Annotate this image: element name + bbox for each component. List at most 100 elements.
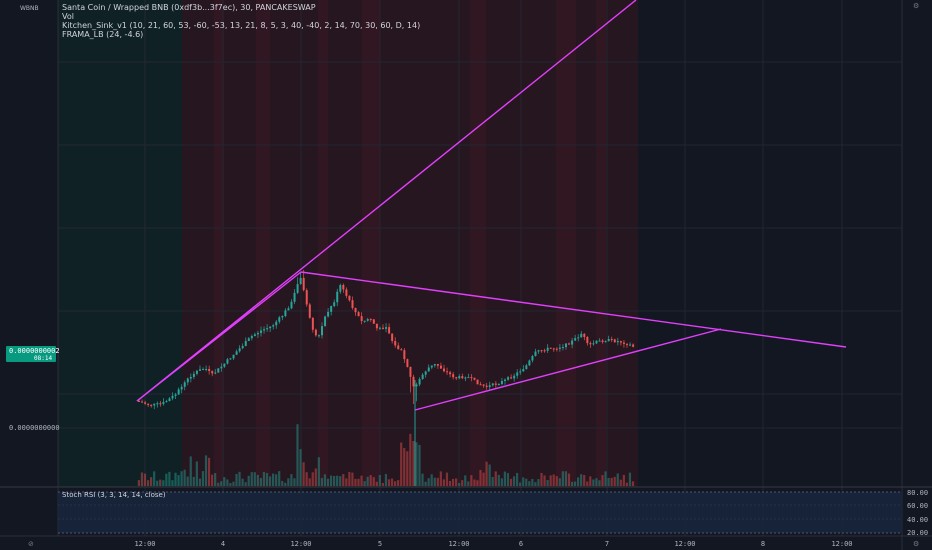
candle-body[interactable]	[195, 370, 198, 374]
candle-body[interactable]	[253, 334, 256, 336]
candle-body[interactable]	[351, 300, 354, 308]
candle-body[interactable]	[327, 311, 330, 317]
candle-body[interactable]	[162, 402, 165, 404]
candle-body[interactable]	[403, 350, 406, 360]
candle-body[interactable]	[552, 348, 555, 350]
candle-body[interactable]	[568, 343, 571, 345]
candle-body[interactable]	[296, 284, 299, 293]
candle-body[interactable]	[354, 307, 357, 313]
candle-body[interactable]	[479, 384, 482, 386]
candle-body[interactable]	[555, 348, 558, 350]
candle-body[interactable]	[211, 371, 214, 374]
candle-body[interactable]	[278, 317, 281, 322]
candle-body[interactable]	[168, 398, 171, 402]
candle-body[interactable]	[272, 325, 275, 327]
candle-body[interactable]	[223, 363, 226, 367]
candle-body[interactable]	[317, 335, 320, 337]
candle-body[interactable]	[543, 350, 546, 352]
candle-body[interactable]	[372, 319, 375, 324]
time-axis[interactable]: 12:00 4 12:00 5 12:00 6 7 12:00 8 12:00	[134, 540, 852, 548]
candle-body[interactable]	[565, 343, 567, 348]
stoch-rsi-pane[interactable]: Stoch RSI (3, 3, 14, 14, close) 80.00 60…	[58, 489, 928, 537]
legend-title[interactable]: Santa Coin / Wrapped BNB (0xdf3b...3f7ec…	[62, 3, 316, 12]
trendline-descending-resistance[interactable]	[300, 271, 847, 348]
candle-body[interactable]	[458, 376, 461, 379]
candle-body[interactable]	[244, 340, 247, 346]
candle-body[interactable]	[607, 339, 610, 342]
candle-body[interactable]	[311, 317, 314, 330]
candle-body[interactable]	[488, 385, 491, 387]
candle-body[interactable]	[336, 291, 339, 303]
candle-body[interactable]	[491, 383, 494, 386]
candle-body[interactable]	[455, 377, 458, 379]
candle-body[interactable]	[357, 312, 360, 317]
axis-settings-icon[interactable]: ⚙	[913, 540, 919, 548]
candle-body[interactable]	[482, 384, 485, 386]
candle-body[interactable]	[595, 340, 598, 344]
candle-body[interactable]	[269, 326, 272, 329]
candle-body[interactable]	[421, 374, 424, 380]
candle-body[interactable]	[580, 333, 583, 338]
candle-body[interactable]	[598, 340, 601, 342]
candle-body[interactable]	[260, 330, 262, 333]
candle-body[interactable]	[415, 384, 418, 387]
candle-body[interactable]	[467, 377, 470, 379]
candle-body[interactable]	[534, 351, 537, 356]
legend-indicator-frama[interactable]: FRAMA_LB (24, -4.6)	[62, 30, 143, 39]
candle-body[interactable]	[558, 347, 561, 349]
candle-body[interactable]	[214, 372, 217, 374]
legend-indicator-kitchen-sink[interactable]: Kitchen_Sink_v1 (10, 21, 60, 53, -60, -5…	[62, 21, 420, 30]
candle-body[interactable]	[418, 379, 421, 385]
candle-body[interactable]	[436, 364, 439, 366]
candle-body[interactable]	[266, 328, 269, 330]
candle-body[interactable]	[430, 365, 433, 368]
candle-body[interactable]	[171, 395, 174, 399]
candle-body[interactable]	[577, 337, 580, 339]
candle-body[interactable]	[397, 345, 400, 350]
candle-body[interactable]	[531, 355, 534, 361]
candle-body[interactable]	[626, 343, 628, 345]
candle-body[interactable]	[629, 344, 632, 346]
candle-body[interactable]	[314, 329, 317, 336]
candle-body[interactable]	[229, 358, 232, 360]
candle-body[interactable]	[208, 368, 211, 372]
candle-body[interactable]	[302, 277, 305, 291]
candle-body[interactable]	[321, 326, 323, 336]
candle-body[interactable]	[205, 368, 208, 370]
candle-body[interactable]	[202, 369, 205, 371]
candle-body[interactable]	[424, 371, 427, 375]
candle-body[interactable]	[613, 339, 616, 343]
candle-body[interactable]	[540, 350, 543, 352]
candle-body[interactable]	[238, 348, 241, 352]
candle-body[interactable]	[263, 329, 266, 331]
candle-body[interactable]	[622, 342, 625, 344]
candle-body[interactable]	[153, 403, 156, 406]
candle-body[interactable]	[226, 359, 229, 364]
candle-body[interactable]	[180, 386, 183, 390]
candle-body[interactable]	[183, 382, 186, 387]
candle-body[interactable]	[409, 366, 412, 377]
candle-body[interactable]	[443, 368, 445, 372]
candle-body[interactable]	[427, 367, 430, 372]
candle-body[interactable]	[366, 319, 369, 321]
candle-body[interactable]	[388, 327, 391, 334]
candle-body[interactable]	[382, 327, 384, 329]
candle-body[interactable]	[177, 389, 180, 395]
candle-body[interactable]	[324, 316, 327, 327]
candle-body[interactable]	[232, 354, 235, 359]
candle-body[interactable]	[189, 376, 192, 379]
stoch-rsi-label[interactable]: Stoch RSI (3, 3, 14, 14, close)	[62, 491, 166, 499]
candle-body[interactable]	[235, 351, 238, 355]
candle-body[interactable]	[348, 295, 351, 301]
candle-body[interactable]	[375, 323, 378, 329]
candle-body[interactable]	[519, 371, 522, 373]
candle-body[interactable]	[290, 301, 293, 309]
candle-body[interactable]	[537, 350, 540, 352]
candle-body[interactable]	[406, 359, 409, 367]
candle-body[interactable]	[592, 343, 595, 345]
candle-body[interactable]	[507, 377, 510, 380]
candle-body[interactable]	[165, 401, 168, 403]
candle-body[interactable]	[159, 403, 162, 405]
candle-body[interactable]	[141, 401, 144, 403]
